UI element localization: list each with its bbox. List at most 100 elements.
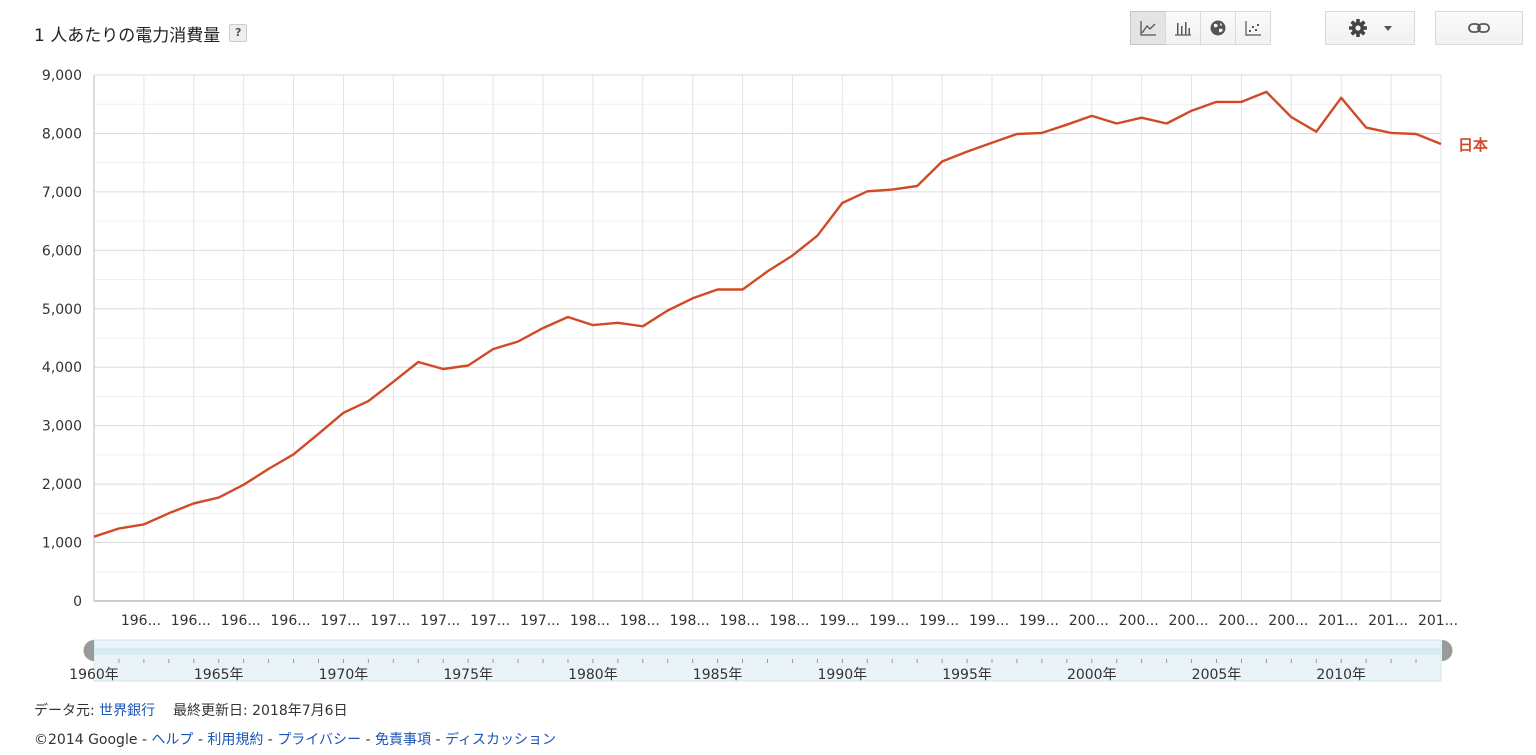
copyright-text: ©2014 Google -	[34, 732, 152, 748]
data-point	[1140, 116, 1144, 120]
discussion-link[interactable]: ディスカッション	[444, 732, 556, 748]
x-tick-label: 198...	[670, 613, 710, 629]
series-line	[93, 90, 1442, 538]
data-point	[92, 535, 96, 539]
x-tick-label: 199...	[969, 613, 1009, 629]
data-point	[1115, 122, 1119, 126]
x-tick-label: 200...	[1268, 613, 1308, 629]
data-point	[1364, 126, 1368, 130]
data-point	[790, 254, 794, 258]
x-tick-label: 200...	[1218, 613, 1258, 629]
caret-down-icon	[1384, 25, 1392, 31]
x-tick-label: 198...	[769, 613, 809, 629]
data-point	[441, 367, 445, 371]
x-tick-label: 196...	[121, 613, 161, 629]
last-updated: 最終更新日: 2018年7月6日	[172, 703, 348, 719]
series-layer	[92, 90, 1443, 539]
data-point	[391, 380, 395, 384]
data-point	[1090, 114, 1094, 118]
data-point	[292, 452, 296, 456]
data-point	[990, 141, 994, 145]
x-tick-label: 197...	[470, 613, 510, 629]
y-tick-label: 2,000	[42, 477, 82, 493]
x-tick-label: 201...	[1368, 613, 1408, 629]
data-point	[1289, 115, 1293, 119]
disclaimer-link[interactable]: 免責事項	[375, 732, 431, 748]
source-prefix: データ元:	[34, 703, 100, 719]
data-point	[840, 201, 844, 205]
slider-handle-right[interactable]	[1442, 640, 1453, 661]
x-tick-label: 200...	[1119, 613, 1159, 629]
chart-type-toolbar	[1130, 11, 1271, 47]
line-chart-icon	[1140, 21, 1156, 36]
data-point	[1389, 131, 1393, 135]
data-point	[1439, 142, 1443, 146]
data-point	[192, 501, 196, 505]
data-point	[541, 326, 545, 330]
legend: 日本	[1458, 136, 1488, 154]
slider-year-label: 1995年	[942, 667, 992, 683]
slider-band	[94, 648, 1441, 655]
chart-grid	[93, 74, 1442, 602]
data-point	[641, 324, 645, 328]
chart-title-bar: 1 人あたりの電力消費量 ?	[34, 20, 248, 46]
data-point	[915, 184, 919, 188]
legend-label: 日本	[1458, 136, 1488, 154]
x-tick-label: 199...	[1019, 613, 1059, 629]
data-point	[965, 150, 969, 154]
source-line: データ元: 世界銀行 最終更新日: 2018年7月6日	[34, 700, 348, 720]
y-tick-label: 9,000	[42, 68, 82, 84]
data-point	[1015, 132, 1019, 136]
source-link[interactable]: 世界銀行	[99, 703, 156, 719]
data-point	[1339, 96, 1343, 100]
settings-dropdown-button[interactable]	[1325, 11, 1415, 45]
x-tick-label: 198...	[720, 613, 760, 629]
x-tick-label: 198...	[620, 613, 660, 629]
data-point	[516, 340, 520, 344]
x-tick-label: 196...	[171, 613, 211, 629]
help-link[interactable]: ヘルプ	[151, 732, 194, 748]
privacy-link[interactable]: プライバシー	[277, 732, 362, 748]
slider-year-label: 1980年	[568, 667, 618, 683]
slider-year-label: 1975年	[443, 667, 493, 683]
slider-year-label: 2005年	[1192, 667, 1242, 683]
data-point	[940, 159, 944, 163]
y-tick-label: 5,000	[42, 302, 82, 318]
link-icon	[1468, 23, 1490, 33]
range-slider: 1960年 1965年 1970年 1975年 1980年 1985年 1990年 1995年…	[69, 639, 1453, 683]
x-tick-label: 197...	[370, 613, 410, 629]
data-point	[766, 269, 770, 273]
y-tick-label: 4,000	[42, 360, 82, 376]
slider-year-label: 1990年	[818, 667, 868, 683]
slider-year-label: 2000年	[1067, 667, 1117, 683]
x-tick-label: 196...	[271, 613, 311, 629]
data-point	[566, 315, 570, 319]
data-point	[741, 287, 745, 291]
bar-chart-button[interactable]	[1165, 11, 1201, 45]
data-point	[1314, 130, 1318, 134]
slider-year-label: 1985年	[693, 667, 743, 683]
slider-year-label: 1960年	[69, 667, 119, 683]
data-point	[865, 189, 869, 193]
y-tick-label: 6,000	[42, 243, 82, 259]
slider-handle-left[interactable]	[83, 640, 95, 661]
data-point	[691, 296, 695, 300]
data-point	[366, 399, 370, 403]
slider-year-label: 2010年	[1316, 667, 1366, 683]
data-point	[1165, 122, 1169, 126]
y-axis-labels: 0 1,000 2,000 3,000 4,000 5,000 6,000 7,000 8,00…	[42, 68, 82, 610]
data-point	[1239, 100, 1243, 104]
data-point	[341, 411, 345, 415]
data-point	[616, 321, 620, 325]
page-title: 1 人あたりの電力消費量	[34, 25, 221, 46]
share-link-button[interactable]	[1435, 11, 1523, 45]
x-tick-label: 196...	[221, 613, 261, 629]
x-tick-label: 201...	[1318, 613, 1358, 629]
terms-link[interactable]: 利用規約	[207, 732, 264, 748]
data-point	[416, 360, 420, 364]
data-point	[267, 467, 271, 471]
scatter-chart-button[interactable]	[1235, 11, 1271, 45]
help-button[interactable]: ?	[229, 24, 248, 42]
data-point	[1215, 100, 1219, 104]
data-point	[716, 287, 720, 291]
